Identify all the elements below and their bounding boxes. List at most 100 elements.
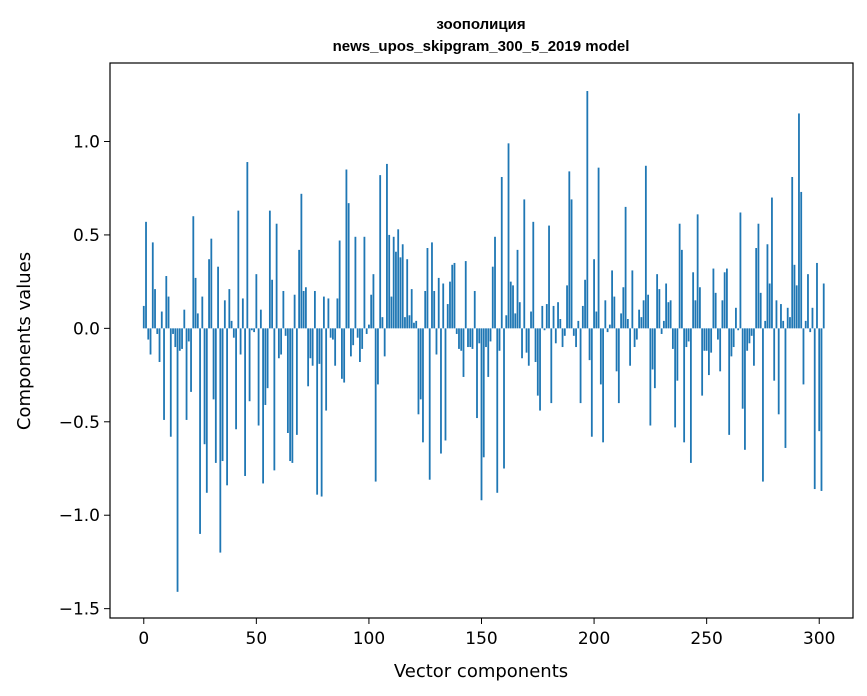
bar bbox=[473, 290, 476, 329]
bar bbox=[325, 328, 328, 411]
bar bbox=[525, 328, 528, 353]
bar bbox=[762, 328, 764, 482]
bar bbox=[259, 309, 262, 329]
bar bbox=[417, 328, 420, 415]
bar bbox=[286, 328, 289, 433]
bar bbox=[300, 193, 303, 329]
bar bbox=[777, 328, 780, 415]
bar bbox=[237, 210, 240, 329]
bar bbox=[795, 285, 798, 329]
bar bbox=[341, 328, 343, 379]
y-tick-label: −0.5 bbox=[59, 413, 100, 433]
bar bbox=[298, 249, 301, 329]
bar bbox=[392, 236, 395, 329]
bar bbox=[602, 328, 604, 443]
bar bbox=[156, 328, 159, 334]
bar bbox=[192, 216, 195, 329]
bar bbox=[302, 290, 305, 329]
bar bbox=[658, 289, 661, 329]
bar bbox=[147, 328, 150, 340]
bar bbox=[750, 328, 753, 336]
bar bbox=[588, 328, 591, 361]
bar bbox=[316, 328, 319, 495]
bar bbox=[386, 163, 388, 329]
bar bbox=[665, 283, 668, 329]
bar bbox=[332, 328, 334, 340]
bar bbox=[649, 328, 652, 426]
bar bbox=[744, 328, 746, 450]
bar bbox=[714, 292, 717, 329]
bar bbox=[813, 328, 816, 490]
bar bbox=[338, 240, 341, 329]
bar bbox=[507, 143, 510, 329]
bar bbox=[359, 328, 361, 362]
bar bbox=[460, 328, 463, 351]
bar bbox=[431, 242, 433, 329]
bar bbox=[399, 257, 402, 329]
bar bbox=[343, 328, 346, 383]
bar bbox=[500, 176, 503, 329]
bar bbox=[469, 328, 472, 348]
bar bbox=[491, 266, 494, 329]
bar bbox=[183, 309, 186, 329]
bar bbox=[282, 290, 285, 329]
x-tick-label: 150 bbox=[465, 629, 497, 649]
bar bbox=[737, 328, 740, 331]
bar bbox=[590, 328, 593, 437]
bar bbox=[559, 319, 562, 329]
bar bbox=[196, 313, 199, 329]
bar bbox=[593, 259, 595, 329]
bar bbox=[786, 307, 789, 329]
bar bbox=[361, 328, 364, 349]
bar bbox=[563, 328, 566, 336]
bar bbox=[435, 328, 438, 355]
bar bbox=[158, 328, 161, 362]
bar bbox=[217, 266, 219, 329]
bar bbox=[151, 242, 154, 329]
bar bbox=[653, 328, 656, 389]
bar bbox=[615, 328, 618, 372]
bar bbox=[372, 274, 375, 329]
bar bbox=[791, 176, 794, 329]
bar bbox=[676, 328, 679, 381]
bar bbox=[656, 274, 659, 329]
bar bbox=[572, 328, 575, 336]
bar bbox=[187, 328, 190, 342]
bar bbox=[482, 328, 485, 458]
bar bbox=[320, 328, 323, 497]
bar bbox=[334, 328, 337, 366]
bar bbox=[289, 328, 292, 462]
bar bbox=[424, 290, 427, 329]
bar bbox=[552, 305, 555, 329]
bar bbox=[496, 328, 499, 493]
bar bbox=[428, 328, 431, 480]
bar bbox=[354, 236, 357, 329]
y-tick-label: 0.5 bbox=[73, 226, 100, 246]
bar bbox=[771, 197, 773, 329]
bar bbox=[719, 328, 722, 372]
bar bbox=[228, 289, 231, 329]
bar bbox=[235, 328, 237, 430]
bar bbox=[723, 272, 726, 329]
bar bbox=[640, 317, 643, 329]
bar bbox=[309, 328, 312, 359]
bar bbox=[644, 165, 647, 329]
bar bbox=[509, 281, 512, 329]
bar bbox=[599, 328, 602, 385]
bar bbox=[467, 328, 469, 348]
bar bbox=[205, 328, 208, 493]
bar bbox=[293, 294, 296, 329]
bar bbox=[169, 328, 172, 437]
x-tick-label: 0 bbox=[138, 629, 149, 649]
bar bbox=[345, 169, 348, 329]
bar bbox=[142, 305, 145, 329]
bar bbox=[802, 328, 805, 385]
bar bbox=[550, 328, 553, 404]
bar bbox=[629, 328, 631, 366]
bar bbox=[683, 328, 686, 443]
bar bbox=[705, 328, 708, 351]
bar bbox=[383, 328, 386, 357]
y-tick-label: −1.5 bbox=[59, 600, 100, 620]
bar bbox=[557, 302, 559, 329]
x-tick-label: 200 bbox=[578, 629, 610, 649]
